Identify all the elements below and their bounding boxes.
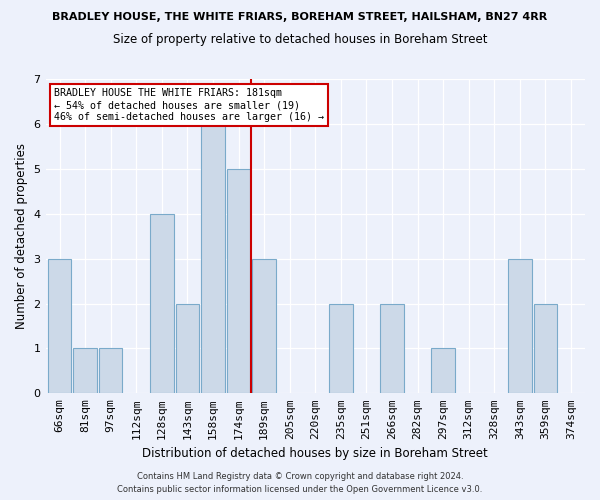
Bar [48, 258, 71, 394]
Bar [176, 304, 199, 394]
Text: BRADLEY HOUSE, THE WHITE FRIARS, BOREHAM STREET, HAILSHAM, BN27 4RR: BRADLEY HOUSE, THE WHITE FRIARS, BOREHAM… [52, 12, 548, 22]
Bar [253, 258, 276, 394]
Bar [508, 258, 532, 394]
Text: Contains HM Land Registry data © Crown copyright and database right 2024.
Contai: Contains HM Land Registry data © Crown c… [118, 472, 482, 494]
Bar [201, 124, 225, 394]
Bar [431, 348, 455, 394]
Bar [329, 304, 353, 394]
Text: Size of property relative to detached houses in Boreham Street: Size of property relative to detached ho… [113, 32, 487, 46]
Text: BRADLEY HOUSE THE WHITE FRIARS: 181sqm
← 54% of detached houses are smaller (19): BRADLEY HOUSE THE WHITE FRIARS: 181sqm ←… [53, 88, 323, 122]
X-axis label: Distribution of detached houses by size in Boreham Street: Distribution of detached houses by size … [142, 447, 488, 460]
Bar [73, 348, 97, 394]
Bar [533, 304, 557, 394]
Bar [380, 304, 404, 394]
Bar [227, 169, 250, 394]
Bar [150, 214, 173, 394]
Bar [99, 348, 122, 394]
Y-axis label: Number of detached properties: Number of detached properties [15, 143, 28, 329]
